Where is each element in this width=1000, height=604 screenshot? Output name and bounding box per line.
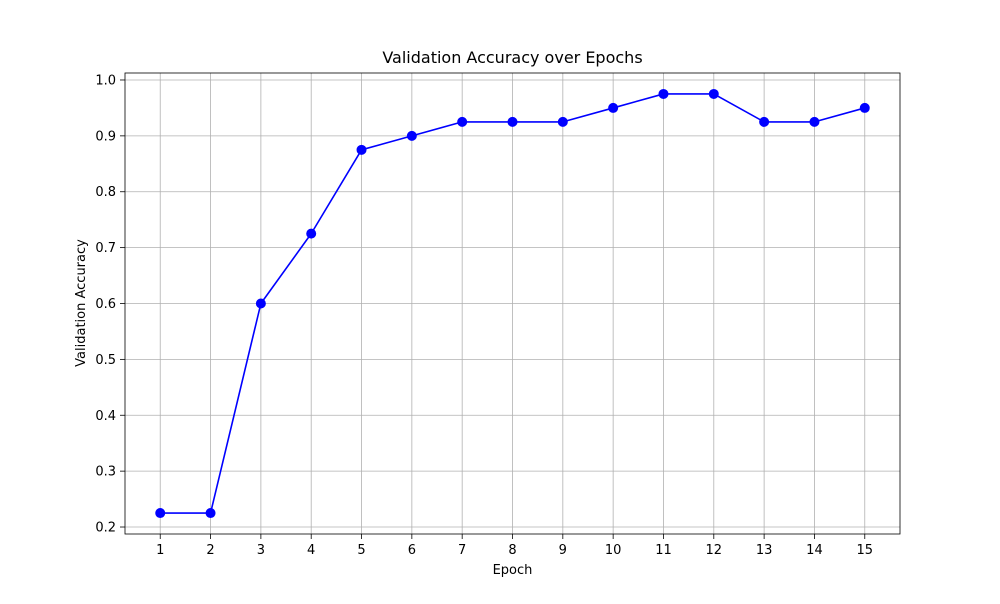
- x-tick-label: 7: [458, 543, 466, 558]
- y-tick-label: 0.2: [95, 521, 116, 536]
- data-point: [608, 102, 619, 113]
- data-point: [859, 102, 870, 113]
- x-tick-label: 13: [756, 543, 773, 558]
- x-tick-label: 14: [806, 543, 823, 558]
- x-tick-label: 10: [605, 543, 622, 558]
- data-point: [406, 130, 417, 141]
- x-tick-label: 9: [559, 543, 567, 558]
- tick-labels: 1 2 3 4 5 6 7 8 9 10 11 12 13 14 150.20.30.40.50.60.70…: [95, 73, 873, 558]
- x-tick-label: 1: [156, 543, 164, 558]
- x-tick-label: 2: [206, 543, 214, 558]
- y-tick-label: 0.7: [95, 241, 116, 256]
- y-tick-label: 0.8: [95, 185, 116, 200]
- x-tick-label: 15: [856, 543, 873, 558]
- x-tick-label: 12: [706, 543, 723, 558]
- x-tick-label: 6: [408, 543, 416, 558]
- x-tick-label: 4: [307, 543, 315, 558]
- series-layer: [155, 88, 870, 519]
- data-point: [205, 508, 216, 519]
- data-point: [457, 116, 468, 127]
- y-tick-label: 0.6: [95, 297, 116, 312]
- y-tick-label: 0.3: [95, 465, 116, 480]
- y-tick-label: 0.5: [95, 353, 116, 368]
- chart-title: Validation Accuracy over Epochs: [382, 48, 642, 67]
- x-tick-label: 5: [357, 543, 365, 558]
- data-point: [255, 298, 266, 309]
- data-point: [507, 116, 518, 127]
- x-axis-label: Epoch: [493, 563, 533, 578]
- data-point: [708, 88, 719, 99]
- data-point: [658, 88, 669, 99]
- data-point: [356, 144, 367, 155]
- y-axis-label: Validation Accuracy: [74, 239, 89, 367]
- data-point: [306, 228, 317, 239]
- axes: [120, 72, 901, 539]
- data-point: [809, 116, 820, 127]
- data-point: [155, 508, 166, 519]
- data-point: [759, 116, 770, 127]
- y-tick-label: 0.9: [95, 129, 116, 144]
- x-tick-label: 8: [508, 543, 516, 558]
- data-point: [557, 116, 568, 127]
- y-tick-label: 1.0: [95, 73, 116, 88]
- grid-lines: [125, 73, 900, 534]
- x-tick-label: 11: [655, 543, 672, 558]
- y-tick-label: 0.4: [95, 409, 116, 424]
- plot-frame: [124, 72, 901, 535]
- x-tick-label: 3: [257, 543, 265, 558]
